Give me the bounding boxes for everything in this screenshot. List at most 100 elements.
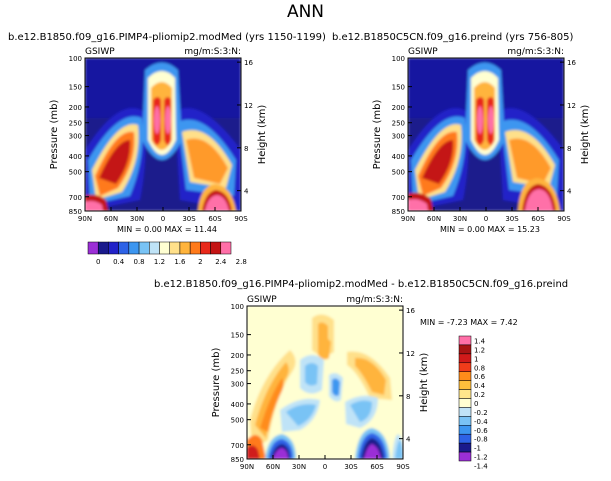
colorbar-label: -1 bbox=[474, 445, 481, 453]
colorbar-swatch bbox=[458, 442, 472, 453]
colorbar-swatch bbox=[458, 371, 472, 381]
colorbar-label: 1.2 bbox=[474, 346, 485, 354]
colorbar-label: 0 bbox=[474, 400, 478, 408]
colorbar-swatch bbox=[128, 241, 140, 255]
y-tick-label: 850 bbox=[69, 208, 82, 216]
panel-title: b.e12.B1850.f09_g16.PIMP4-pliomip2.modMe… bbox=[154, 279, 568, 290]
colorbar-swatch bbox=[118, 241, 130, 255]
x-tick-label: 30N bbox=[453, 215, 467, 223]
colorbar-label: -0.2 bbox=[474, 409, 488, 417]
colorbar-label: 0.4 bbox=[113, 258, 125, 266]
heatmap-field bbox=[85, 58, 241, 211]
colorbar-label: 0.6 bbox=[474, 373, 486, 381]
y-right-tick-label: 16 bbox=[406, 307, 415, 315]
y-right-tick-label: 4 bbox=[244, 188, 249, 196]
colorbar-label: 0.2 bbox=[474, 391, 485, 399]
units-label: mg/m:S:3:N: bbox=[184, 47, 241, 57]
y-tick-label: 250 bbox=[231, 368, 244, 376]
colorbar-label: 2 bbox=[198, 258, 202, 266]
y-right-tick-label: 16 bbox=[567, 59, 576, 67]
y-tick-label: 200 bbox=[69, 104, 82, 112]
colorbar-label: -1.4 bbox=[474, 462, 488, 470]
min-max-stats: MIN = -7.23 MAX = 7.42 bbox=[420, 318, 518, 327]
heatmap-field bbox=[408, 58, 564, 211]
y-tick-label: 150 bbox=[392, 84, 405, 92]
colorbar-label: -0.4 bbox=[474, 418, 488, 426]
x-tick-label: 90S bbox=[557, 215, 571, 223]
colorbar-label: -1.2 bbox=[474, 454, 488, 462]
x-tick-label: 60N bbox=[427, 215, 441, 223]
axes-layer: 90N 60N 30N 0 30S 60S 90S100150200250300400500… bbox=[49, 55, 591, 471]
y-tick-label: 500 bbox=[69, 169, 82, 177]
panel-title: b.e12.B1850C5CN.f09_g16.preind (yrs 756-… bbox=[332, 32, 574, 43]
y-tick-label: 200 bbox=[392, 104, 405, 112]
colorbar-swatch bbox=[138, 241, 150, 255]
y-right-axis-title: Height (km) bbox=[580, 105, 591, 165]
x-tick-label: 0 bbox=[161, 215, 165, 223]
y-right-tick-label: 12 bbox=[567, 102, 576, 110]
colorbar-label: 0.8 bbox=[474, 364, 485, 372]
variable-label: GSIWP bbox=[85, 47, 115, 57]
colorbar-swatch bbox=[149, 241, 160, 255]
colorbar-label: 1.4 bbox=[474, 337, 486, 345]
y-tick-label: 250 bbox=[69, 120, 82, 128]
y-axis-title: Pressure (mb) bbox=[49, 100, 60, 170]
x-tick-label: 60N bbox=[266, 463, 280, 471]
colorbar-label: 2.8 bbox=[236, 258, 247, 266]
x-tick-label: 60N bbox=[104, 215, 118, 223]
y-right-tick-label: 12 bbox=[406, 350, 415, 358]
y-right-tick-label: 4 bbox=[406, 436, 411, 444]
x-tick-label: 90N bbox=[240, 463, 254, 471]
y-tick-label: 150 bbox=[69, 84, 82, 92]
y-tick-label: 200 bbox=[231, 352, 244, 360]
colorbar-label: 1 bbox=[474, 355, 478, 363]
min-max-stats: MIN = 0.00 MAX = 11.44 bbox=[117, 225, 217, 234]
x-tick-label: 30S bbox=[344, 463, 358, 471]
x-tick-label: 90N bbox=[401, 215, 415, 223]
y-right-tick-label: 4 bbox=[567, 188, 572, 196]
min-max-stats: MIN = 0.00 MAX = 15.23 bbox=[440, 225, 540, 234]
x-tick-label: 90S bbox=[396, 463, 410, 471]
y-tick-label: 400 bbox=[69, 153, 82, 161]
x-tick-label: 30S bbox=[505, 215, 519, 223]
colorbar-label: 0.8 bbox=[134, 258, 145, 266]
y-tick-label: 700 bbox=[69, 194, 82, 202]
panel-title: b.e12.B1850.f09_g16.PIMP4-pliomip2.modMe… bbox=[8, 32, 326, 43]
colorbar-swatch bbox=[169, 241, 181, 255]
colorbar-swatch bbox=[458, 362, 472, 372]
colorbar-swatch bbox=[220, 241, 232, 255]
page-title: ANN bbox=[286, 2, 325, 22]
y-right-axis-title: Height (km) bbox=[257, 105, 268, 165]
colorbar-swatch bbox=[458, 416, 472, 426]
heatmap-field bbox=[247, 306, 403, 459]
y-tick-label: 400 bbox=[392, 153, 405, 161]
colorbar-swatch bbox=[458, 380, 472, 390]
y-tick-label: 100 bbox=[392, 55, 405, 63]
colorbar-swatch bbox=[97, 241, 109, 255]
colorbar-swatch bbox=[458, 353, 472, 364]
colorbar-swatch bbox=[458, 433, 472, 444]
y-tick-label: 100 bbox=[69, 55, 82, 63]
colorbar-swatch bbox=[458, 344, 472, 355]
colorbar-swatch bbox=[108, 241, 119, 255]
x-tick-label: 30S bbox=[182, 215, 196, 223]
colorbar-label: -0.6 bbox=[474, 427, 488, 435]
y-tick-label: 850 bbox=[231, 456, 244, 464]
variable-label: GSIWP bbox=[408, 47, 438, 57]
colorbar-swatch bbox=[458, 398, 472, 408]
y-tick-label: 700 bbox=[231, 442, 244, 450]
y-tick-label: 250 bbox=[392, 120, 405, 128]
y-right-tick-label: 16 bbox=[244, 59, 253, 67]
units-label: mg/m:S:3:N: bbox=[507, 47, 564, 57]
y-tick-label: 150 bbox=[231, 332, 244, 340]
y-tick-label: 500 bbox=[231, 417, 244, 425]
colorbar-swatch bbox=[458, 451, 472, 462]
colorbar-label: 1.2 bbox=[154, 258, 165, 266]
colorbar-swatch bbox=[458, 407, 472, 417]
units-label: mg/m:S:3:N: bbox=[346, 295, 403, 305]
x-tick-label: 60S bbox=[531, 215, 545, 223]
x-tick-label: 0 bbox=[484, 215, 488, 223]
colorbar-swatch bbox=[458, 425, 472, 435]
x-tick-label: 30N bbox=[130, 215, 144, 223]
